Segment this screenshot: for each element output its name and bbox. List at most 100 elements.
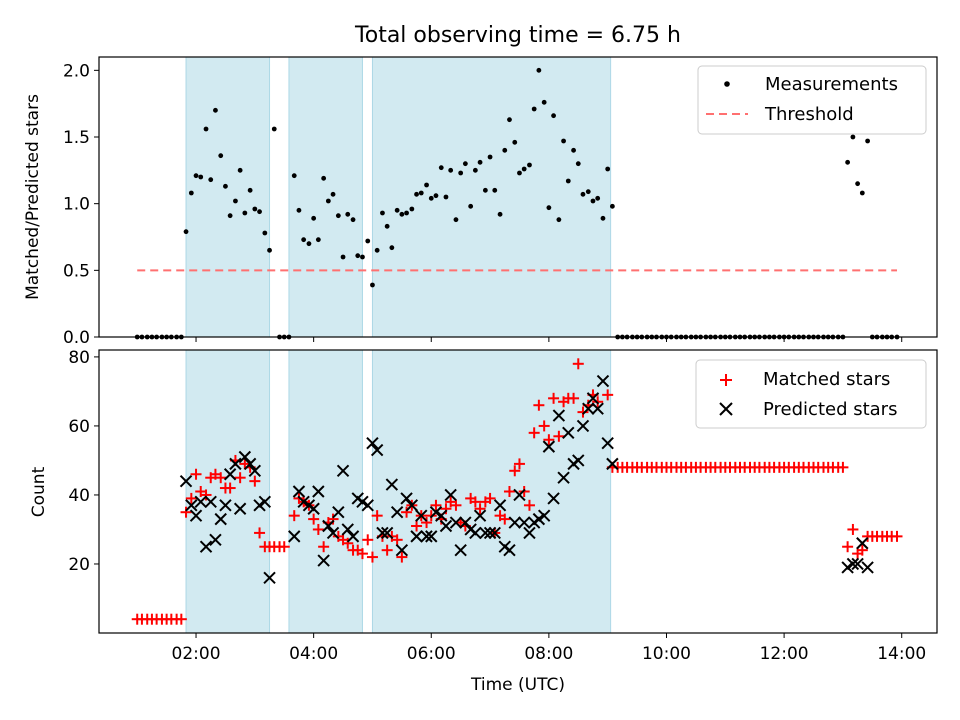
predicted-star-marker — [258, 495, 272, 509]
measurement-point — [438, 165, 444, 171]
measurement-point — [595, 195, 601, 201]
matched-star-marker — [185, 492, 197, 504]
predicted-star-marker — [223, 468, 237, 481]
top-y-tick-label: 0.0 — [63, 328, 90, 348]
top-shaded-regions — [185, 56, 612, 338]
predicted-star-marker — [248, 464, 262, 477]
measurement-point — [482, 187, 488, 193]
predicted-star-marker — [557, 471, 570, 484]
predicted-star-marker — [493, 499, 507, 512]
measurement-point — [389, 245, 395, 251]
matched-star-marker — [509, 465, 521, 477]
measurement-point — [218, 153, 224, 159]
bottom-panel: 20 40 60 80 02:00 04:00 06:00 08:00 10:00 12:00 1… — [29, 348, 938, 695]
predicted-star-marker — [517, 516, 531, 529]
top-x-ticks — [195, 337, 903, 342]
predicted-star-marker — [370, 443, 384, 457]
matched-star-marker — [469, 496, 481, 508]
predicted-star-marker — [483, 526, 497, 540]
predicted-star-marker — [846, 557, 860, 571]
measurement-point — [257, 209, 262, 215]
predicted-star-marker — [209, 533, 222, 547]
measurement-point — [355, 253, 361, 259]
matched-star-marker — [568, 392, 580, 404]
predicted-star-marker — [405, 499, 419, 512]
measurement-point — [448, 167, 454, 173]
x-tick-label: 10:00 — [642, 644, 691, 664]
measurement-point — [183, 229, 189, 235]
legend-predicted-stars: Predicted stars — [763, 399, 897, 420]
matched-star-marker — [391, 534, 403, 546]
predicted-star-marker — [425, 530, 438, 543]
predicted-star-marker — [861, 561, 874, 574]
measurement-point — [409, 206, 415, 212]
matched-star-marker — [288, 510, 300, 522]
predicted-star-marker — [576, 419, 590, 433]
predicted-star-marker — [307, 502, 320, 515]
legend-threshold: Threshold — [764, 104, 854, 125]
predicted-star-marker — [856, 537, 869, 550]
bottom-legend: Matched stars Predicted stars — [695, 359, 927, 429]
measurement-point — [865, 138, 871, 144]
predicted-star-marker — [851, 557, 864, 571]
predicted-star-marker — [312, 485, 325, 498]
matched-star-marker — [440, 503, 452, 515]
matched-star-marker — [572, 358, 584, 370]
predicted-star-marker — [395, 543, 409, 557]
measurement-point — [565, 178, 571, 184]
measurement-point — [507, 117, 512, 123]
predicted-star-marker — [469, 526, 482, 540]
measurement-point — [394, 207, 400, 213]
matched-star-marker — [396, 551, 408, 563]
measurement-point — [487, 154, 493, 160]
matched-star-marker — [254, 527, 266, 539]
predicted-star-marker — [435, 509, 448, 522]
measurement-point — [301, 237, 307, 243]
measurement-point — [330, 191, 336, 197]
measurement-point — [472, 167, 478, 173]
measurement-point — [502, 147, 508, 153]
measurement-point — [546, 205, 552, 211]
matched-star-marker — [856, 544, 868, 556]
x-tick-label: 12:00 — [760, 644, 809, 664]
measurement-point — [609, 203, 615, 209]
matched-star-marker — [234, 472, 246, 484]
matched-star-marker — [249, 475, 261, 487]
matched-star-marker — [342, 537, 354, 549]
predicted-star-marker — [366, 436, 379, 450]
predicted-star-marker — [454, 543, 467, 557]
matched-legend-marker — [720, 374, 732, 386]
predicted-star-marker — [229, 457, 242, 471]
predicted-star-marker — [233, 502, 247, 515]
bottom-y-tick-label: 20 — [68, 555, 90, 575]
measurement-point — [404, 210, 409, 216]
measurement-point — [370, 282, 375, 288]
predicted-star-marker — [606, 457, 619, 471]
matched-star-marker — [180, 506, 192, 518]
measurement-point — [213, 107, 218, 113]
matched-star-marker — [543, 434, 555, 446]
predicted-star-marker — [288, 530, 301, 543]
predicted-star-marker — [219, 499, 232, 512]
measurement-point — [541, 99, 547, 105]
measurement-point — [512, 139, 518, 145]
measurement-point — [845, 159, 851, 165]
predicted-star-marker — [376, 526, 389, 540]
predicted-star-marker — [479, 526, 492, 540]
top-axes-frame — [98, 56, 938, 338]
matched-star-marker — [312, 523, 324, 535]
measurement-point — [223, 183, 228, 189]
measurement-point — [384, 223, 390, 229]
matched-star-marker — [891, 530, 903, 542]
top-y-tick-label: 0.5 — [63, 261, 90, 281]
matched-star-marker — [430, 499, 442, 511]
measurement-point — [561, 138, 566, 144]
predicted-star-marker — [238, 450, 252, 464]
predicted-star-marker — [189, 509, 203, 522]
predicted-star-marker — [586, 392, 600, 405]
measurement-point — [571, 147, 576, 153]
measurement-point — [237, 167, 243, 173]
matched-star-marker — [381, 544, 393, 556]
bottom-y-tick-label: 60 — [68, 417, 90, 437]
measurement-point — [590, 198, 596, 204]
